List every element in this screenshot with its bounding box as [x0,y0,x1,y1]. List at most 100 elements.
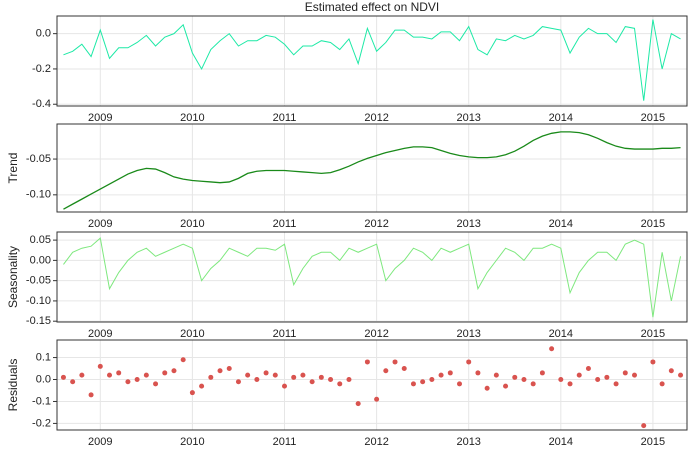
data-point [558,377,564,383]
data-point [282,383,287,389]
data-point [429,377,435,383]
x-tick-label: 2009 [88,112,112,124]
data-point [585,366,591,372]
data-point [364,359,370,365]
data-line [63,131,681,210]
data-point [309,379,315,385]
data-point [355,401,361,407]
x-tick-label: 2014 [549,218,573,230]
data-point [208,374,214,380]
x-tick-label: 2010 [180,328,204,340]
y-tick-label: 0.1 [36,351,51,363]
data-line [63,19,681,101]
data-point [116,370,122,376]
data-point [392,359,398,365]
x-tick-label: 2015 [641,218,665,230]
y-tick-label: 0.05 [30,234,51,246]
plot-frame [56,123,688,213]
plot-frame [56,231,688,323]
x-tick-label: 2010 [180,218,204,230]
y-tick-label: -0.05 [26,153,51,165]
y-tick-label: -0.4 [32,98,51,110]
data-point [245,372,251,378]
data-point [466,359,472,365]
data-point [457,381,462,387]
x-tick-label: 2013 [456,328,480,340]
data-point [595,377,601,383]
data-point [374,396,380,402]
y-tick-label: -0.1 [32,395,51,407]
x-tick-label: 2013 [456,112,480,124]
data-point [226,366,232,372]
data-point [199,383,205,389]
data-point [438,372,444,378]
x-tick-label: 2013 [456,218,480,230]
data-point [549,346,555,352]
x-tick-label: 2012 [364,218,388,230]
data-point [107,372,112,378]
x-tick-label: 2011 [273,112,297,124]
data-point [530,381,536,387]
data-point [254,377,260,383]
data-point [180,357,186,363]
x-tick-label: 2014 [549,436,573,448]
x-tick-label: 2012 [364,112,388,124]
data-point [632,372,637,378]
data-point [60,374,66,380]
x-tick-label: 2010 [180,436,204,448]
x-tick-label: 2011 [273,218,297,230]
x-tick-label: 2011 [273,328,297,340]
y-tick-label: -0.15 [26,315,51,327]
data-point [475,370,481,376]
data-point [328,377,334,383]
y-axis-label: Trend [6,153,20,184]
data-point [272,372,278,378]
data-point [512,374,518,380]
data-point [88,392,94,398]
x-tick-label: 2009 [88,218,112,230]
y-axis-label: Seasonality [6,246,20,308]
data-point [189,390,195,396]
data-point [217,368,223,374]
x-tick-label: 2009 [88,436,112,448]
data-point [346,377,352,383]
x-tick-label: 2010 [180,112,204,124]
x-tick-label: 2013 [456,436,480,448]
y-tick-label: -0.05 [26,275,51,287]
data-point [622,370,628,376]
data-point [668,368,674,374]
y-tick-label: 0.0 [36,28,51,40]
data-point [447,370,453,376]
data-point [613,381,619,387]
data-point [604,374,610,380]
data-point [503,383,509,389]
y-tick-label: -0.2 [32,63,51,75]
data-point [659,381,665,387]
y-axis-label: Residuals [6,359,20,412]
data-point [484,385,490,391]
x-tick-label: 2009 [88,328,112,340]
plot-frame [56,15,688,107]
data-point [539,370,545,376]
x-tick-label: 2014 [549,112,573,124]
x-tick-label: 2011 [273,436,297,448]
data-point [153,381,159,387]
data-point [291,374,297,380]
data-point [263,370,269,376]
data-point [420,379,426,385]
data-point [171,368,177,374]
data-point [125,379,131,385]
data-point [678,372,684,378]
x-tick-label: 2014 [549,328,573,340]
data-point [401,366,407,372]
data-point [134,377,140,383]
y-tick-label: 0.0 [36,373,51,385]
data-point [318,374,324,380]
data-point [493,372,499,378]
data-point [235,379,241,385]
y-tick-label: -0.10 [26,295,51,307]
data-point [79,372,85,378]
data-point [143,372,149,378]
data-point [97,363,103,369]
